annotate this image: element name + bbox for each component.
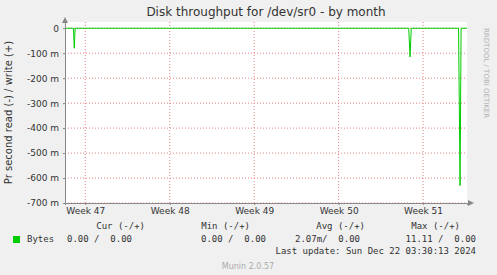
legend-header: Min (-/+) [201,221,250,231]
tick: Week 51 [404,203,443,216]
tick-label: -500 m [27,148,59,158]
grid-line [65,53,467,54]
tick-label: Week 47 [66,206,105,216]
legend-label: Bytes [27,234,54,244]
tick: -700 m [27,198,65,208]
tick-label: -100 m [27,49,59,59]
tick-label: Week 50 [320,206,359,216]
grid-line [254,22,255,203]
grid-line [65,178,467,179]
grid-line [65,78,467,79]
axis-line [63,23,66,204]
legend-cell: 11.11 / 0.00 [406,234,476,244]
tick: -400 m [27,123,65,133]
grid-line [85,22,86,203]
grid-line [338,22,339,203]
tick-mark [63,78,65,79]
grid-line [65,153,467,154]
tick-label: -200 m [27,74,59,84]
tick-label: 0 [53,24,59,34]
tick: 0 [53,24,65,34]
legend-header: Max (-/+) [411,221,460,231]
grid-line [65,103,467,104]
tick-label: Week 48 [151,206,190,216]
tick-mark [63,178,65,179]
series-line [65,28,467,185]
x-axis: Week 47 Week 48 Week 49 Week 50 Week 51 [66,203,468,216]
tick-label: -300 m [27,99,59,109]
title: Disk throughput for /dev/sr0 - by month [146,5,385,19]
tick: Week 47 [66,203,105,216]
tick-mark [63,53,65,54]
tick: -200 m [27,74,65,84]
axis-line [66,204,468,206]
plot-area [65,22,467,203]
tick: Week 50 [320,203,359,216]
tick-mark [63,103,65,104]
y-axis: 0 -100 m -200 m -300 m -400 m -500 m -600 m -70… [27,23,66,209]
tick-mark [63,153,65,154]
tick-label: Week 51 [404,206,443,216]
tick-label: -700 m [27,198,59,208]
tick-mark [339,203,340,205]
tick-mark [254,203,255,205]
grid [65,22,467,203]
plot-marks [65,28,467,185]
tick: Week 49 [235,203,274,216]
tick-label: -400 m [27,123,59,133]
tick: -500 m [27,148,65,158]
axis-title: Pr second read (-) / write (+) [3,41,14,184]
grid-line [423,22,424,203]
tick-label: Week 49 [235,206,274,216]
chart: 0 -100 m -200 m -300 m -400 m -500 m -600 m -70… [0,0,497,275]
legend-cell: 2.07m/ 0.00 [295,234,360,244]
tick-label: -600 m [27,173,59,183]
tick-mark [63,128,65,129]
footer: Munin 2.0.57 [222,262,274,271]
legend-swatch [13,236,20,243]
tick-mark [170,203,171,205]
legend-header: Cur (-/+) [96,221,145,231]
side-text: RRDTOOL / TOBI OETIKER [482,28,490,118]
tick-mark [63,203,65,204]
legend-cell: 0.00 / 0.00 [67,234,132,244]
tick-mark [85,203,86,205]
axis-arrow [468,200,474,206]
tick: -100 m [27,49,65,59]
axis-arrow [62,17,68,23]
tick-mark [423,203,424,205]
legend-header: Avg (-/+) [316,221,365,231]
tick: -600 m [27,173,65,183]
tick: Week 48 [151,203,190,216]
grid-line [65,128,467,129]
background [0,0,497,275]
tick-mark [63,28,65,29]
legend-cell: 0.00 / 0.00 [201,234,266,244]
grid-line [169,22,170,203]
tick: -300 m [27,99,65,109]
last-update: Last update: Sun Dec 22 03:30:13 2024 [276,246,476,256]
